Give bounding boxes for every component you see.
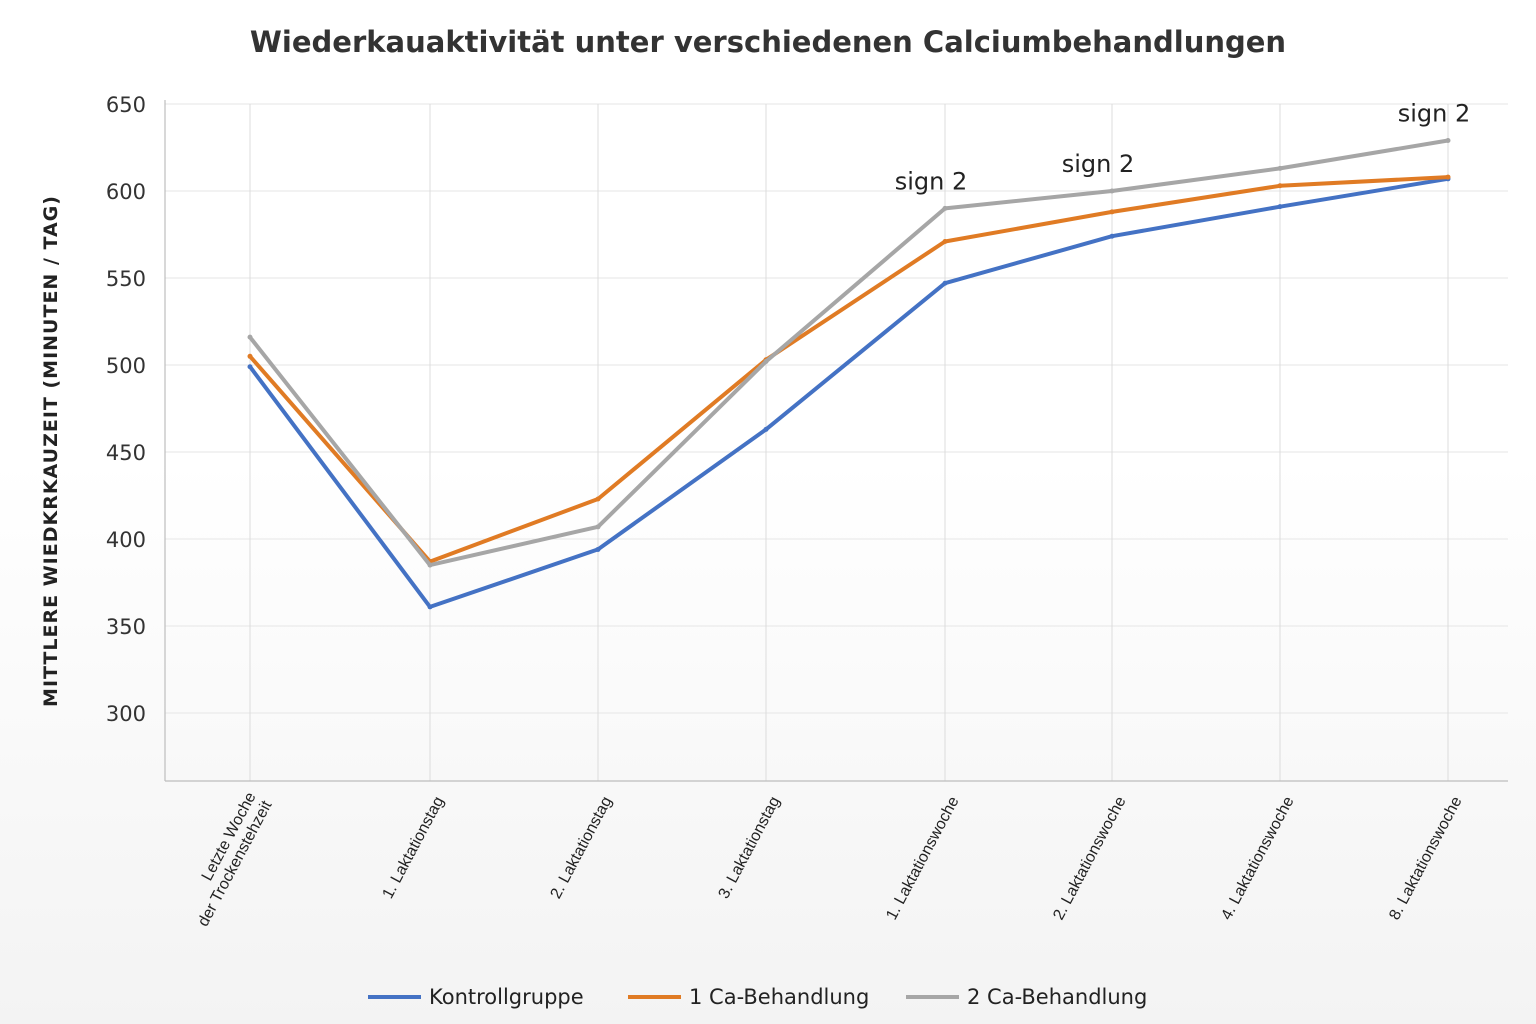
x-tick-label: Letzte Wocheder Trockenstehzeit [179, 789, 276, 929]
y-tick-label: 350 [106, 615, 146, 639]
data-point [247, 334, 253, 340]
data-point [595, 546, 601, 552]
annotation-label: sign 2 [1062, 150, 1135, 178]
axes [164, 100, 1508, 782]
series-line [248, 176, 1450, 609]
x-tick-label: 2. Laktationswoche [1050, 794, 1129, 923]
data-point [1109, 188, 1115, 194]
annotation-label: sign 2 [895, 167, 968, 195]
data-point [1277, 165, 1283, 171]
data-point [247, 364, 253, 370]
data-point [1445, 138, 1451, 144]
chart-title: Wiederkauaktivität unter verschiedenen C… [250, 25, 1286, 59]
data-point [1277, 183, 1283, 189]
series-line [248, 138, 1450, 568]
legend-label: 2 Ca-Behandlung [967, 985, 1147, 1009]
legend: Kontrollgruppe 1 Ca-Behandlung 2 Ca-Behand… [368, 985, 1147, 1009]
y-tick-label: 400 [106, 528, 146, 552]
y-tick-label: 550 [106, 267, 146, 291]
data-point [942, 280, 948, 286]
x-tick-label: 2. Laktationstag [547, 794, 615, 902]
series-line [248, 175, 1450, 564]
x-tick-label: 8. Laktationswoche [1386, 794, 1465, 923]
y-tick-labels: 300 350 400 450 500 550 600 650 [106, 93, 146, 726]
data-point [427, 604, 433, 610]
data-point [595, 524, 601, 530]
x-tick-label: 1. Laktationswoche [883, 794, 962, 923]
data-point [942, 238, 948, 244]
x-tick-labels: Letzte Wocheder Trockenstehzeit 1. Laktat… [179, 789, 1466, 930]
y-tick-label: 650 [106, 93, 146, 117]
data-point [763, 359, 769, 365]
data-point [595, 496, 601, 502]
y-tick-label: 300 [106, 702, 146, 726]
annotation-label: sign 2 [1398, 100, 1471, 128]
data-point [942, 205, 948, 211]
data-point [1109, 233, 1115, 239]
legend-label: 1 Ca-Behandlung [689, 985, 869, 1009]
data-point [1109, 209, 1115, 215]
x-tick-label: 4. Laktationswoche [1218, 794, 1297, 923]
y-tick-label: 500 [106, 354, 146, 378]
x-tick-label: 3. Laktationstag [715, 794, 783, 902]
data-point [247, 353, 253, 359]
grid [165, 103, 1508, 781]
data-point [763, 426, 769, 432]
legend-label: Kontrollgruppe [429, 985, 584, 1009]
y-axis-label: MITTLERE WIEDKRKAUZEIT (MINUTEN / TAG) [40, 195, 62, 707]
annotations: sign 2 sign 2 sign 2 [895, 100, 1471, 196]
y-tick-label: 600 [106, 180, 146, 204]
x-tick-label: 1. Laktationstag [379, 794, 447, 902]
series-lines [247, 138, 1451, 610]
data-point [1445, 174, 1451, 180]
y-tick-label: 450 [106, 441, 146, 465]
data-point [427, 562, 433, 568]
data-point [1277, 204, 1283, 210]
